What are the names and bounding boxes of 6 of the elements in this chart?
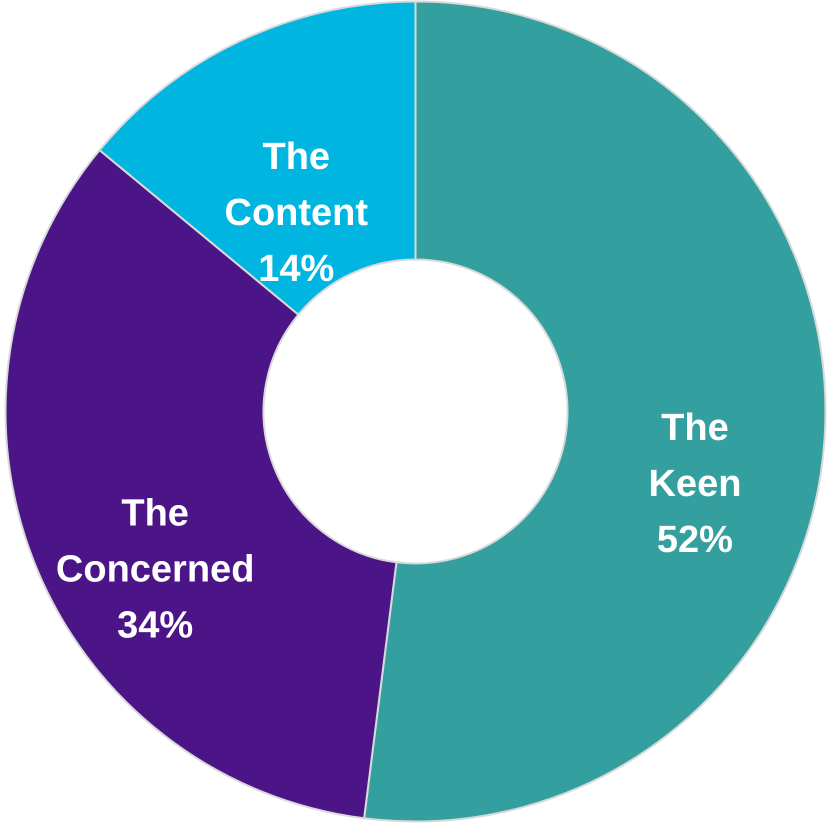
data-label: 34%	[117, 604, 194, 647]
slice-label: The Content	[224, 136, 368, 234]
slice-label: The Concerned	[56, 492, 254, 591]
data-label: 14%	[258, 248, 334, 290]
data-label: 52%	[656, 519, 733, 562]
slice-label: The Keen	[648, 407, 742, 506]
